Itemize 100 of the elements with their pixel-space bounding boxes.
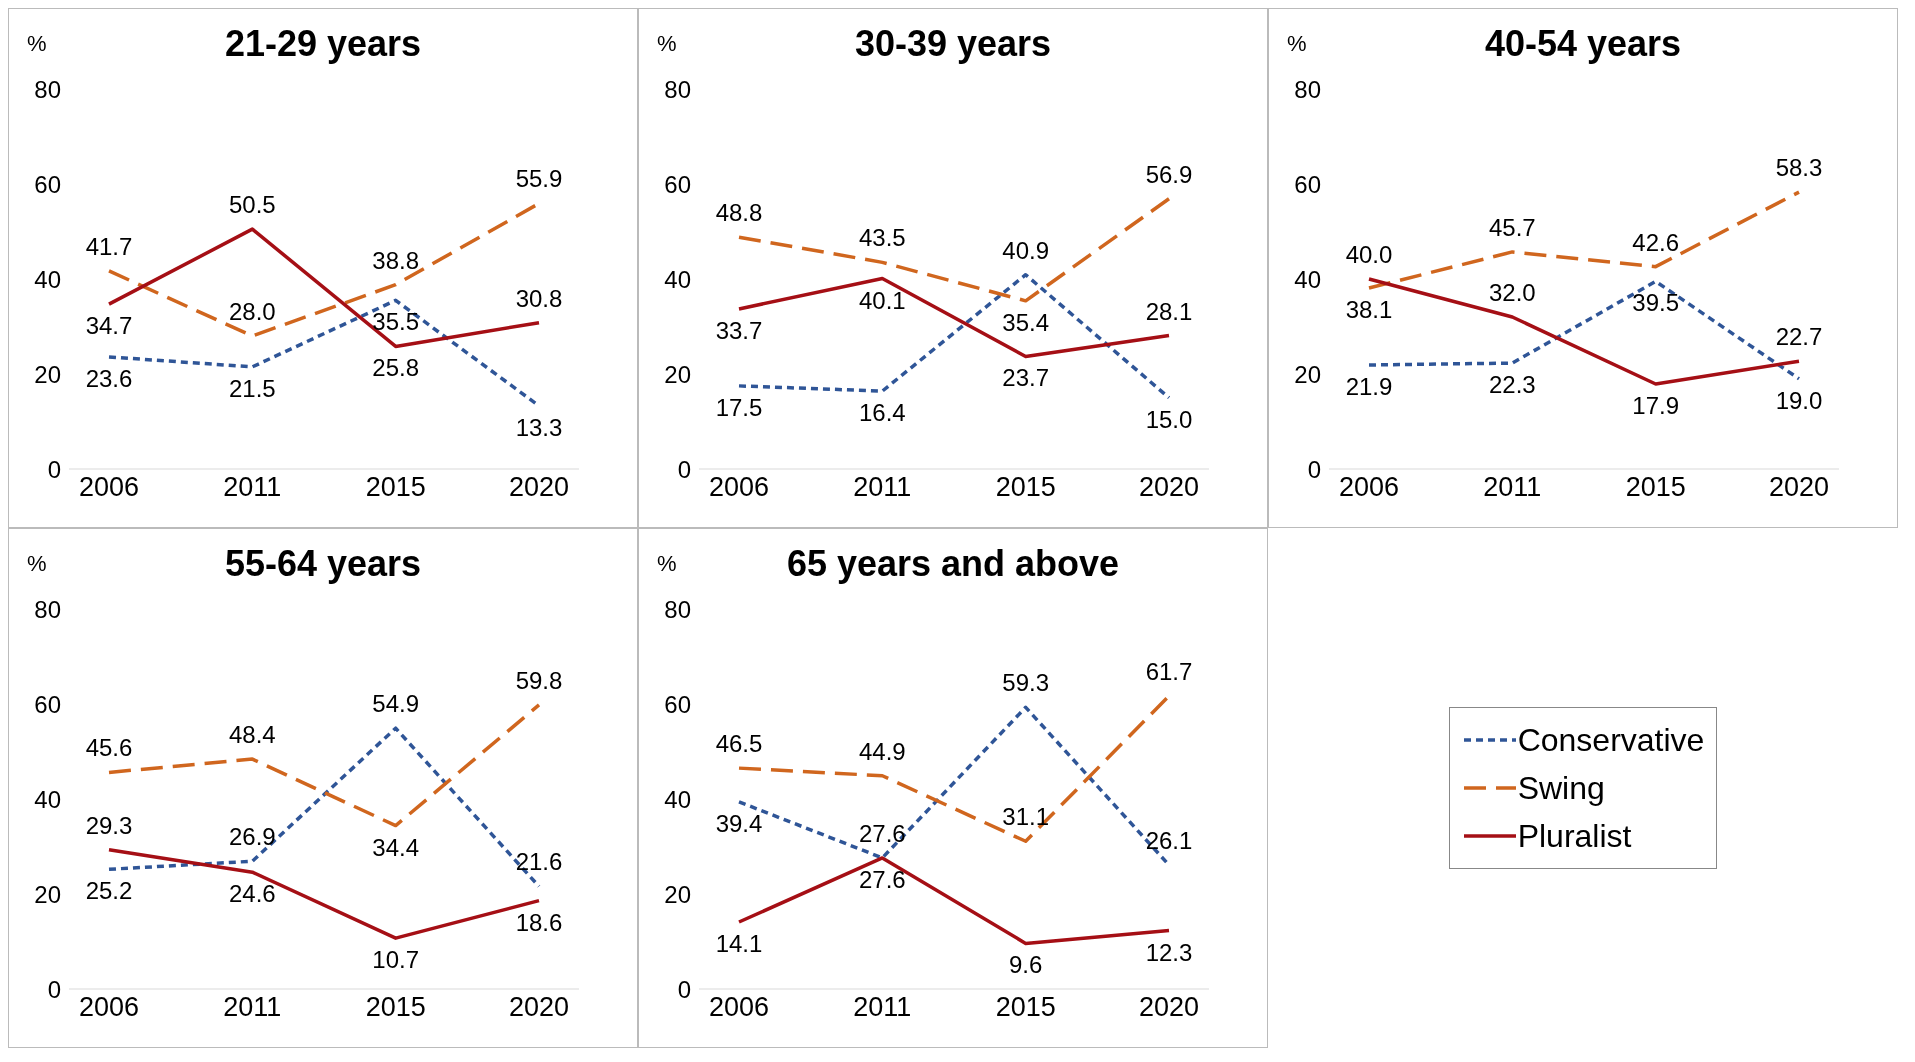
data-label: 25.8 <box>372 354 420 382</box>
data-label: 24.6 <box>228 880 276 908</box>
data-label: 34.4 <box>372 833 420 861</box>
data-label: 40.0 <box>1345 241 1393 268</box>
x-tick-label: 2015 <box>995 992 1056 1023</box>
data-label: 54.9 <box>372 690 420 718</box>
data-label: 27.6 <box>858 819 906 847</box>
data-label: 34.7 <box>85 312 133 340</box>
x-tick-label: 2020 <box>1138 992 1200 1023</box>
data-label: 59.8 <box>515 666 563 694</box>
data-label: 39.5 <box>1632 289 1680 317</box>
x-tick-label: 2006 <box>708 472 770 503</box>
data-label: 27.6 <box>858 865 906 893</box>
data-label: 48.8 <box>715 199 763 227</box>
data-label: 39.4 <box>715 809 763 837</box>
data-label: 15.0 <box>1145 405 1193 433</box>
y-tick-label: 40 <box>34 785 61 813</box>
x-tick-label: 2011 <box>853 472 912 503</box>
data-label: 23.6 <box>85 364 133 392</box>
data-label: 21.5 <box>228 374 276 402</box>
y-tick-label: 0 <box>677 975 691 1003</box>
y-tick-label: 20 <box>34 880 61 908</box>
data-label: 45.6 <box>85 734 133 762</box>
x-tick-label: 2006 <box>1338 472 1400 503</box>
x-tick-label: 2020 <box>508 992 570 1023</box>
data-label: 35.4 <box>1002 308 1050 336</box>
legend-label: Swing <box>1517 769 1605 808</box>
data-label: 45.7 <box>1488 213 1536 241</box>
y-tick-label: 80 <box>1294 75 1321 103</box>
data-label: 33.7 <box>715 316 763 344</box>
y-tick-label: 20 <box>664 360 691 388</box>
y-tick-label: 20 <box>34 360 61 388</box>
x-tick-label: 2006 <box>78 992 140 1023</box>
data-label: 44.9 <box>858 737 906 765</box>
data-label: 13.3 <box>515 413 563 441</box>
y-tick-label: 80 <box>34 75 61 103</box>
data-label: 9.6 <box>1008 951 1043 979</box>
data-label: 40.1 <box>858 286 906 314</box>
x-tick-label: 2015 <box>365 992 426 1023</box>
data-label: 10.7 <box>372 946 420 974</box>
data-label: 61.7 <box>1145 657 1193 685</box>
data-label: 46.5 <box>715 730 763 758</box>
x-tick-label: 2011 <box>223 992 282 1023</box>
data-label: 14.1 <box>715 930 763 958</box>
data-label: 28.0 <box>228 298 276 325</box>
y-tick-label: 40 <box>34 265 61 293</box>
y-axis-title: % <box>27 31 47 57</box>
data-label: 22.3 <box>1488 371 1536 399</box>
data-label: 48.4 <box>228 721 276 749</box>
x-tick-label: 2006 <box>708 992 770 1023</box>
y-axis-title: % <box>1287 31 1307 57</box>
chart-title: 65 years and above <box>786 543 1120 584</box>
data-label: 58.3 <box>1775 154 1823 182</box>
y-axis-title: % <box>27 551 47 577</box>
legend-label: Pluralist <box>1517 817 1632 856</box>
data-label: 50.5 <box>228 191 276 219</box>
y-tick-label: 60 <box>664 170 691 198</box>
data-label: 17.9 <box>1632 391 1680 419</box>
x-tick-label: 2020 <box>1768 472 1830 503</box>
chart-title: 40-54 years <box>1484 23 1682 64</box>
y-tick-label: 0 <box>47 975 61 1003</box>
y-tick-label: 40 <box>664 785 691 813</box>
x-tick-label: 2020 <box>508 472 570 503</box>
data-label: 26.9 <box>228 823 276 851</box>
y-tick-label: 80 <box>34 595 61 623</box>
data-label: 43.5 <box>858 224 906 252</box>
data-label: 35.5 <box>372 308 420 336</box>
x-tick-label: 2011 <box>853 992 912 1023</box>
data-label: 21.6 <box>515 848 563 876</box>
y-tick-label: 0 <box>1307 455 1321 483</box>
y-tick-label: 60 <box>1294 170 1321 198</box>
x-tick-label: 2015 <box>365 472 426 503</box>
data-label: 28.1 <box>1145 297 1193 325</box>
y-tick-label: 80 <box>664 75 691 103</box>
x-tick-label: 2006 <box>78 472 140 503</box>
y-tick-label: 40 <box>1294 265 1321 293</box>
y-tick-label: 80 <box>664 595 691 623</box>
data-label: 29.3 <box>85 811 133 839</box>
y-tick-label: 0 <box>677 455 691 483</box>
x-tick-label: 2020 <box>1138 472 1200 503</box>
y-tick-label: 20 <box>1294 360 1321 388</box>
chart-title: 55-64 years <box>224 543 422 584</box>
y-tick-label: 60 <box>34 690 61 718</box>
legend-label: Conservative <box>1517 721 1705 760</box>
data-label: 31.1 <box>1002 803 1050 831</box>
data-label: 59.3 <box>1002 669 1050 697</box>
data-label: 42.6 <box>1632 228 1680 256</box>
data-label: 40.9 <box>1002 236 1050 264</box>
y-tick-label: 20 <box>664 880 691 908</box>
data-label: 19.0 <box>1775 386 1823 414</box>
data-label: 30.8 <box>515 284 563 312</box>
data-label: 22.7 <box>1775 323 1823 351</box>
data-label: 25.2 <box>85 877 133 905</box>
data-label: 41.7 <box>85 232 133 260</box>
data-label: 23.7 <box>1002 364 1050 392</box>
y-axis-title: % <box>657 31 677 57</box>
chart-title: 30-39 years <box>854 23 1052 64</box>
x-tick-label: 2015 <box>1625 472 1686 503</box>
chart-title: 21-29 years <box>224 23 422 64</box>
x-tick-label: 2011 <box>223 472 282 503</box>
